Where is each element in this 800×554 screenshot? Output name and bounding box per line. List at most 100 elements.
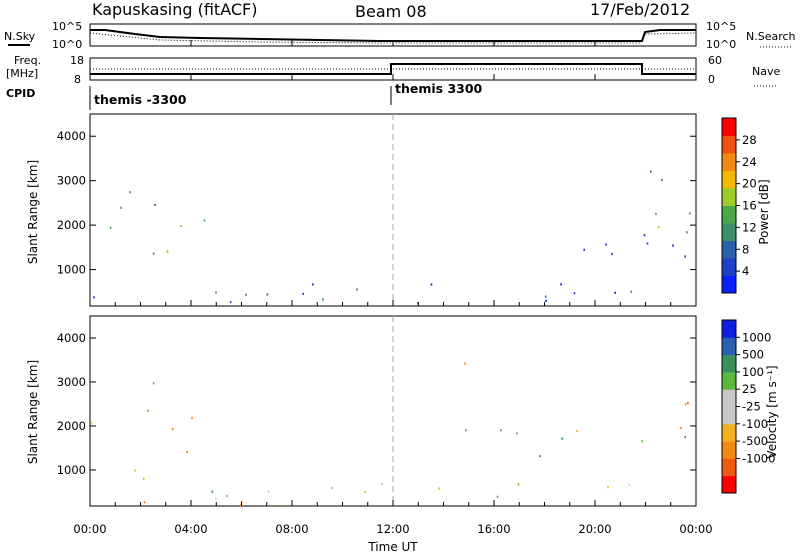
echo-cell [143,501,146,504]
echo-cell [229,301,232,304]
echo-cell [496,495,499,498]
x-tick-label: 08:00 [275,522,308,536]
cpid-panel: CPID themis -3300 themis 3300 [6,81,483,110]
echo-cell [686,231,688,234]
echo-cells [90,362,689,508]
echo-cell [646,242,649,245]
y-tick-label: 3000 [57,174,86,188]
echo-cell [90,422,92,425]
echo-cell [614,291,616,294]
echo-cell [147,409,149,412]
noise-sky-trace [90,29,696,42]
echo-cell [215,497,217,500]
echo-cell [661,179,663,182]
echo-cell [215,291,217,294]
echo-cell [560,283,562,286]
colorbar-tick-label: 28 [742,133,757,147]
echo-cell [500,429,502,432]
colorbar-segment [722,118,736,136]
echo-cell [267,490,270,493]
nsky-label: N.Sky [4,30,36,43]
echo-cell [657,226,660,229]
echo-cell [684,255,686,258]
echo-cell [539,455,541,458]
freq-label-1: Freq. [14,54,41,67]
echo-cell [689,212,691,215]
colorbar-segment [722,371,736,390]
echo-cell [226,494,228,498]
colorbar-segment [722,337,736,356]
echo-cell [364,490,366,494]
freq-tick-bottom: 8 [74,73,81,86]
nave-label: Nave [752,65,780,78]
echo-cell [330,486,333,490]
noise-search-trace [89,32,697,44]
echo-cell [605,243,607,246]
colorbar-segment [722,458,736,477]
echo-cell [322,298,324,301]
colorbar-tick-label: 100 [742,365,764,379]
echo-cell [611,252,613,256]
echo-cell [180,224,182,228]
echo-cell [516,432,518,435]
cpid-entry-1: themis -3300 [94,92,187,107]
colorbar-tick-label: 500 [742,348,764,362]
noise-tick-top-right: 10^5 [706,20,736,33]
echo-cell [245,293,247,296]
echo-cell [545,299,547,302]
noise-tick-top-left: 10^5 [52,20,82,33]
echo-cell [120,206,122,209]
echo-cell [655,212,657,215]
power-panel: 1000 2000 3000 4000 4 8 12 16 20 24 28 [57,113,757,307]
y-tick-label: 1000 [57,263,86,277]
colorbar-segment [722,423,736,442]
y-tick-label: 2000 [57,419,86,433]
cpid-label: CPID [6,87,35,100]
time-axis: 00:00 04:00 08:00 12:00 16:00 20:00 00:00 [73,40,713,536]
echo-cell [630,290,633,293]
x-tick-label: 00:00 [679,522,712,536]
colorbar-tick-label: -1000 [742,451,775,465]
echo-cell [643,234,646,237]
echo-cell [191,416,193,419]
echo-cell [129,191,131,194]
freq-label-2: [MHz] [6,67,38,80]
echo-cell [680,426,682,429]
y-tick-label: 4000 [57,331,86,345]
echo-cell [430,283,433,286]
y-tick-label: 3000 [57,375,86,389]
colorbar-segment [722,205,736,224]
noise-tick-bottom-right: 10^0 [706,38,736,51]
noise-tick-bottom-left: 10^0 [52,38,82,51]
echo-cell [561,437,563,440]
velocity-panel: 1000 2000 3000 4000 1000 500 100 25 -25 -100 -500 -… [57,315,775,508]
echo-cell [576,429,578,433]
colorbar-segment [722,320,736,338]
colorbar: 1000 500 100 25 -25 -100 -500 -1000 [721,319,775,494]
x-tick-label: 04:00 [174,522,207,536]
colorbar: 4 8 12 16 20 24 28 [721,117,757,294]
colorbar-tick-label: 8 [742,242,749,256]
echo-cell [641,440,643,443]
echo-cell [93,296,95,299]
echo-cell [302,292,304,295]
echo-cell [166,250,169,253]
colorbar-segment [722,475,736,494]
nsearch-label: N.Search [746,30,796,43]
echo-cell [684,403,687,406]
colorbar-tick-label: 25 [742,382,757,396]
power-colorbar-label: Power [dB] [757,179,771,244]
velocity-ylabel: Slant Range [km] [26,360,40,464]
colorbar-segment [722,441,736,459]
colorbar-tick-label: 4 [742,264,749,278]
echo-cell [517,483,520,486]
echo-cell [464,362,466,365]
echo-cell [465,429,467,432]
y-tick-label: 1000 [57,463,86,477]
colorbar-segment [722,153,736,171]
x-tick-label: 00:00 [73,522,106,536]
colorbar-tick-label: 20 [742,177,757,191]
station-title: Kapuskasing (fitACF) [92,0,257,19]
x-axis-label: Time UT [367,540,418,554]
